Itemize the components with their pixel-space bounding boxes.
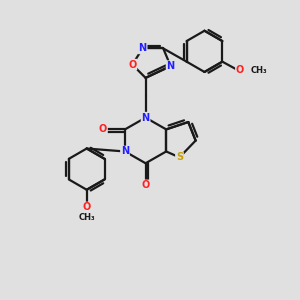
- Text: O: O: [142, 180, 150, 190]
- Text: N: N: [139, 44, 147, 53]
- Text: N: N: [142, 112, 150, 123]
- Text: CH₃: CH₃: [250, 66, 267, 75]
- Text: N: N: [167, 61, 175, 71]
- Text: O: O: [99, 124, 107, 134]
- Text: O: O: [82, 202, 91, 212]
- Text: S: S: [176, 152, 183, 162]
- Text: O: O: [236, 65, 244, 76]
- Text: O: O: [128, 60, 136, 70]
- Text: CH₃: CH₃: [78, 213, 95, 222]
- Text: N: N: [121, 146, 129, 157]
